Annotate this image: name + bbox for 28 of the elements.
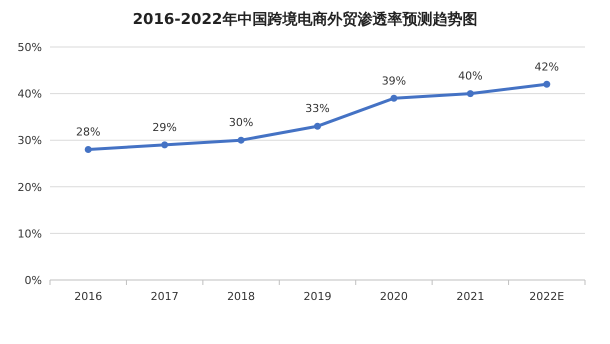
x-tick-label: 2017: [150, 290, 179, 303]
point: [390, 94, 398, 102]
y-tick-label: 30%: [18, 134, 42, 148]
text: 29%: [152, 120, 177, 134]
text: 30%: [228, 116, 254, 130]
point: [84, 146, 92, 154]
y-tick-label: 40%: [18, 88, 42, 101]
x-tick-label: 2020: [380, 290, 408, 303]
y-tick-label: 20%: [18, 180, 42, 194]
x-tick-label: 2022E: [529, 290, 564, 303]
text: 28%: [76, 126, 100, 139]
text: 40%: [458, 70, 483, 83]
point: [314, 122, 321, 130]
text: 33%: [305, 102, 330, 116]
text: 39%: [382, 74, 406, 88]
point: [161, 141, 168, 148]
x-tick-label: 2019: [304, 290, 332, 303]
y-tick-label: 0%: [24, 274, 42, 287]
x-tick-label: 2021: [456, 290, 484, 303]
text: 42%: [534, 60, 560, 74]
y-tick-label: 10%: [18, 227, 42, 240]
x-tick-label: 2016: [74, 290, 102, 303]
x-tick-label: 2018: [227, 290, 256, 303]
y-tick-label: 50%: [18, 41, 42, 54]
point: [543, 80, 550, 88]
chart-title: 2016-2022年中国跨境电商外贸渗透率预测趋势图: [132, 10, 478, 28]
point: [466, 90, 474, 98]
point: [238, 136, 245, 144]
